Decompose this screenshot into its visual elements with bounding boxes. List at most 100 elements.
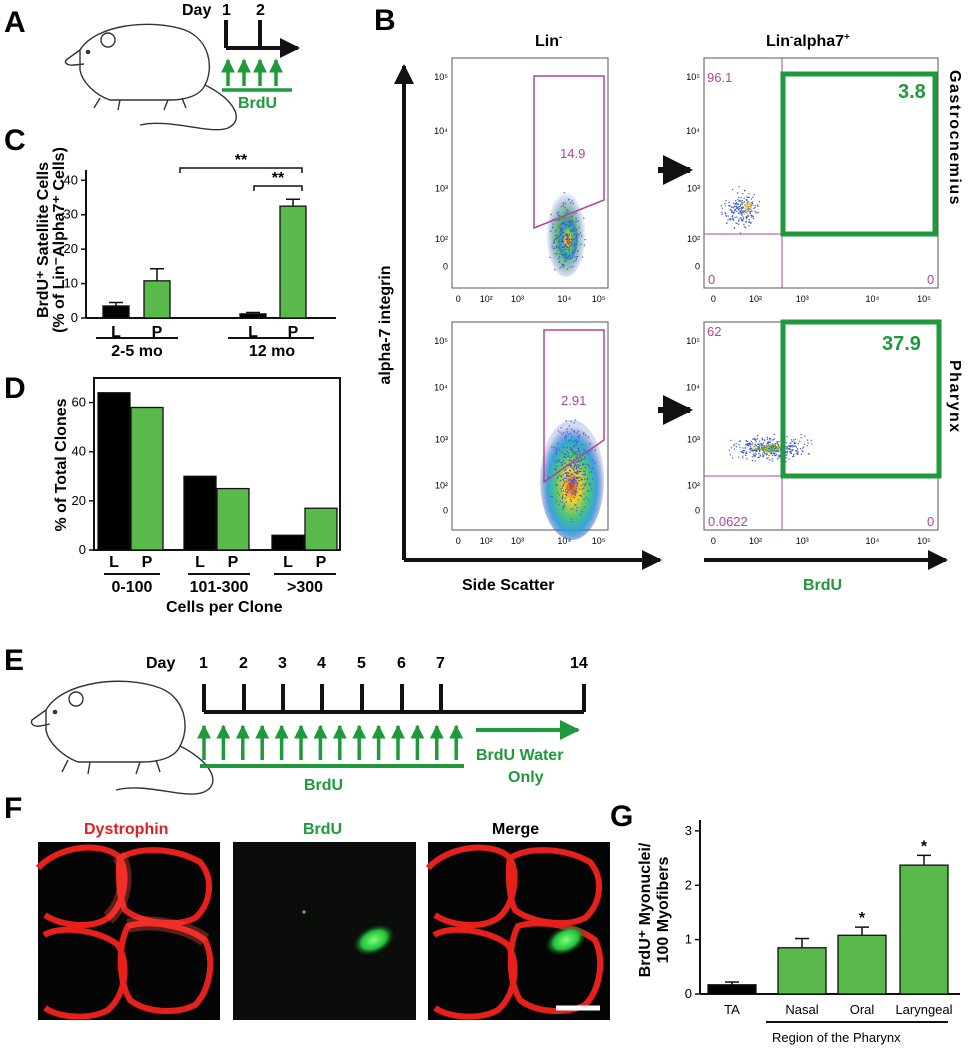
x-category-label: L [195,554,205,571]
bar [102,305,130,319]
x-axis-side-scatter: Side Scatter [462,577,554,594]
group-label: 12 mo [249,343,295,360]
bar [130,406,164,551]
x-category-label: P [228,554,239,571]
flow-y-tick: 0 [443,505,448,515]
x-category-label: P [288,324,299,341]
bar [279,205,307,319]
quad-bl-bottom: 0.0622 [708,514,748,529]
y-tick-label: 0 [71,310,78,325]
f-title-dystrophin: Dystrophin [84,821,168,838]
gate-value-bottom: 2.91 [561,393,586,408]
flow-x-tick: 10⁵ [592,536,606,546]
x-category-label: L [248,324,258,341]
bar [239,313,267,319]
bar [143,280,171,319]
panel-b-label: B [374,4,396,37]
y-tick-label: 10 [64,276,78,291]
panel-d-label: D [4,372,26,405]
quad-tr-bottom: 37.9 [882,333,921,355]
flow-cytometry: Lin- Lin-alpha7+ alpha-7 integrin Side S… [377,32,963,594]
flow-y-tick: 10⁵ [434,336,448,346]
flow-x-tick: 10² [749,294,762,304]
panel-g-label: G [610,800,633,833]
flow-x-tick: 10⁴ [866,536,880,546]
c-ylabel-1: BrdU⁺ Satellite Cells [35,162,52,318]
bar [304,507,338,551]
mouse-icon [64,23,237,131]
x-category-label: P [142,554,153,571]
timeline-e: Day BrdU BrdU Water Only 1 2 3 4 5 6 7 14 [146,655,588,794]
flow-tick-labels: 10⁵ 10⁴ 10³ 10² 0 0 10² 10³ 10⁴ 10⁵ 10⁵ 10⁴ 10³ 10² 0 0… [434,72,931,546]
g-group-label: Region of the Pharynx [772,1030,901,1045]
chart-c: 0 10 20 30 40 L P L P 2-5 mo 12 mo ** ** [64,152,336,360]
quad-br-bottom: 0 [927,514,934,529]
flow-y-tick: 10³ [435,183,448,193]
y-tick-label: 1 [685,932,692,947]
bar [707,984,757,995]
flow-x-tick: 10² [749,536,762,546]
day-tick-label: 3 [278,655,287,672]
flow-x-tick: 10³ [511,536,524,546]
bar [899,864,949,995]
y-tick-label: 40 [72,444,86,459]
flow-y-tick: 10² [687,234,700,244]
significance-marker: ** [272,170,285,187]
panel-f-label: F [4,792,22,825]
flow-x-tick: 0 [456,536,461,546]
water-label-2: Only [508,769,544,786]
x-category-label: L [109,554,119,571]
x-category-label: Laryngeal [895,1002,952,1017]
day-1-a: 1 [222,2,231,19]
flow-y-tick: 0 [695,262,700,272]
bar [216,487,250,551]
flow-y-tick: 0 [443,262,448,272]
flow-x-tick: 10³ [796,294,809,304]
row-label-pharynx: Pharynx [946,360,963,434]
flow-x-tick: 10² [480,294,493,304]
flow-x-tick: 10² [480,536,493,546]
flow-x-tick: 0 [456,294,461,304]
flow-x-tick: 10⁴ [557,536,571,546]
flow-y-tick: 10³ [435,435,448,445]
quad-tl-bottom: 62 [707,324,721,339]
flow-y-tick: 10² [435,234,448,244]
g-ylabel-2: 100 Myofibers [655,857,672,964]
flow-y-tick: 10⁵ [686,336,700,346]
flow-y-tick: 10⁴ [434,383,448,393]
y-tick-label: 2 [685,877,692,892]
group-label: 101-300 [190,579,249,596]
quad-tl-top: 96.1 [707,70,732,85]
significance-marker: * [921,838,928,855]
flow-y-tick: 10³ [687,435,700,445]
flow-x-tick: 10⁵ [592,294,606,304]
bar [837,934,887,995]
flow-x-tick: 0 [711,294,716,304]
y-axis-alpha7: alpha-7 integrin [377,265,394,384]
flow-y-tick: 10³ [687,183,700,193]
significance-marker: ** [235,152,248,169]
y-tick-label: 3 [685,823,692,838]
micrograph-dystrophin [35,842,220,1020]
flow-y-tick: 10⁴ [434,126,448,136]
flow-y-tick: 10⁴ [686,383,700,393]
group-label: 0-100 [112,579,153,596]
y-tick-label: 0 [79,542,86,557]
col-title-lin: Lin- [535,32,562,50]
y-tick-label: 20 [64,241,78,256]
g-ylabel-1: BrdU⁺ Myonuclei/ [637,842,654,977]
x-category-label: Oral [850,1002,875,1017]
flow-x-tick: 10³ [796,536,809,546]
brdu-label-e: BrdU [304,777,343,794]
day-tick-label: 5 [357,655,366,672]
day-tick-label: 1 [199,655,208,672]
x-category-label: P [152,324,163,341]
x-category-label: P [316,554,327,571]
group-label: >300 [287,579,323,596]
y-tick-label: 20 [72,493,86,508]
quad-br-top: 0 [927,272,934,287]
significance-marker: * [859,910,866,927]
panel-a-label: A [4,6,26,39]
flow-x-tick: 10³ [511,294,524,304]
